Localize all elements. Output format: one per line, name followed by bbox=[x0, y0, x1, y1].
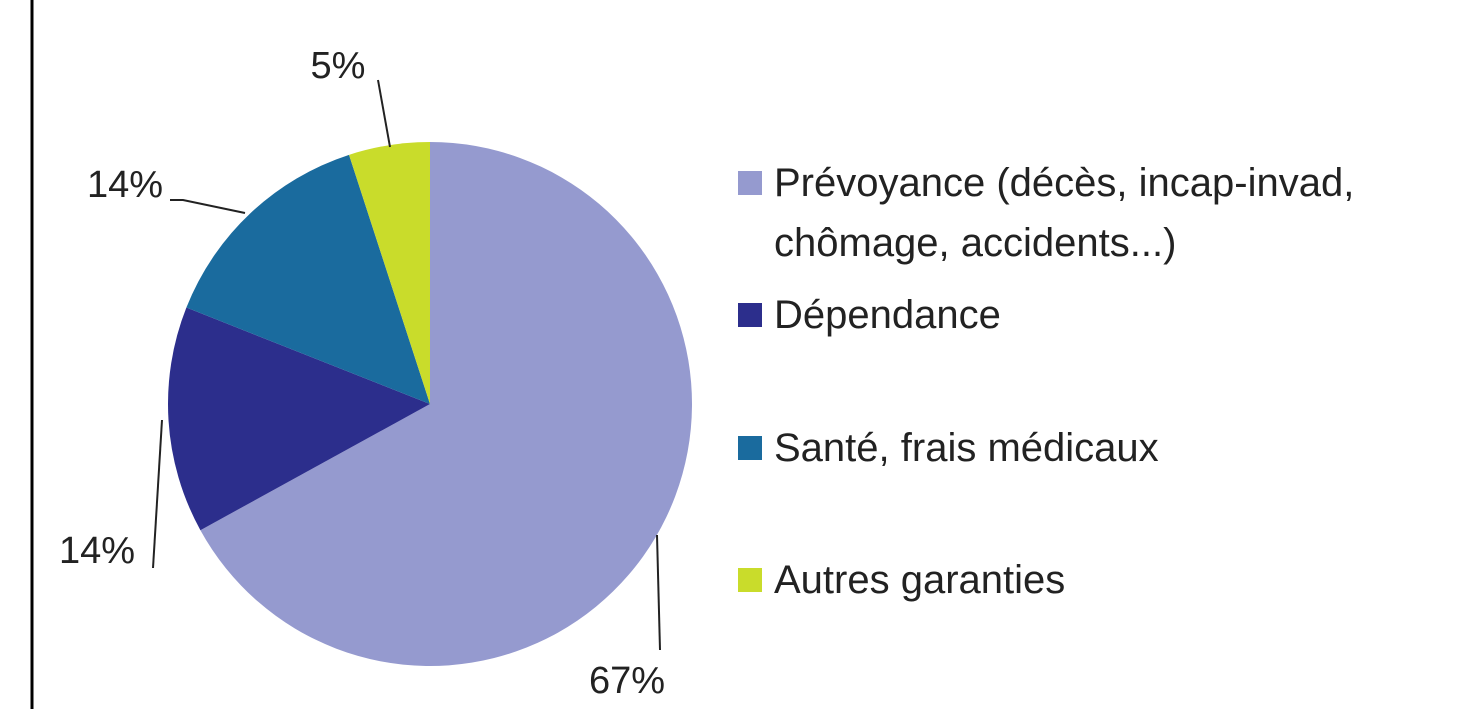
pie-slice bbox=[349, 142, 430, 404]
legend-item: Prévoyance (décès, incap-invad, chômage,… bbox=[738, 153, 1438, 273]
pie-slice bbox=[168, 307, 430, 531]
leader-line bbox=[170, 199, 246, 214]
data-label: 67% bbox=[589, 660, 665, 702]
legend-item: Autres garanties bbox=[738, 550, 1438, 610]
data-label: 5% bbox=[311, 45, 366, 87]
legend-swatch bbox=[738, 303, 762, 327]
legend-label: Prévoyance (décès, incap-invad, chômage,… bbox=[774, 161, 1355, 265]
legend-item: Dépendance bbox=[738, 285, 1438, 345]
legend-label: Autres garanties bbox=[774, 558, 1066, 602]
leader-line bbox=[656, 534, 661, 651]
legend-swatch bbox=[738, 568, 762, 592]
legend-swatch bbox=[738, 171, 762, 195]
pie-slice bbox=[186, 154, 430, 404]
leader-line bbox=[377, 79, 391, 148]
legend-label: Dépendance bbox=[774, 293, 1001, 337]
legend-item: Santé, frais médicaux bbox=[738, 418, 1438, 478]
leader-line bbox=[152, 419, 163, 569]
pie-slice bbox=[200, 142, 692, 667]
data-label: 14% bbox=[87, 164, 163, 206]
legend-swatch bbox=[738, 436, 762, 460]
data-label: 14% bbox=[59, 530, 135, 572]
legend-label: Santé, frais médicaux bbox=[774, 426, 1159, 470]
